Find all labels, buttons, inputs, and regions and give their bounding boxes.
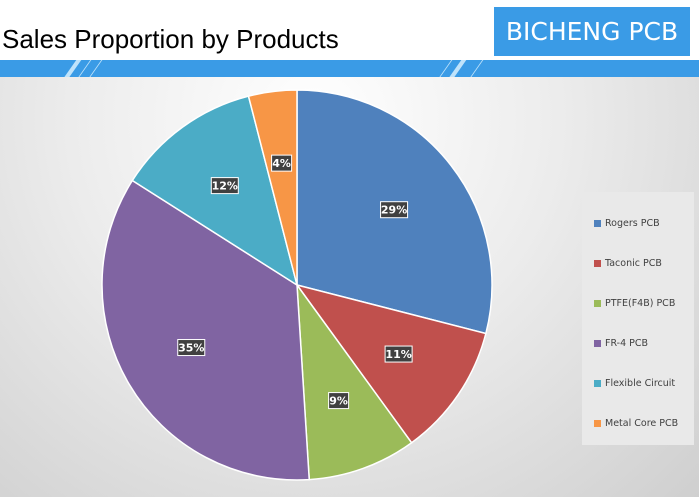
legend-label: FR-4 PCB [605,338,649,349]
svg-text:35%: 35% [178,342,204,355]
data-label: 9% [328,392,350,410]
legend-swatch [594,380,601,387]
data-label: 12% [210,177,239,195]
legend-label: Taconic PCB [605,258,662,269]
pie-slice-fr-4-pcb [101,179,311,481]
legend-label: PTFE(F4B) PCB [605,298,676,309]
legend-item: Rogers PCB [594,218,660,229]
legend-label: Metal Core PCB [605,418,679,429]
data-label: 11% [384,345,413,363]
data-label: 4% [271,154,293,172]
legend-item: PTFE(F4B) PCB [594,298,675,309]
pie-slice-ptfe-f4b-pcb [296,282,413,481]
legend-item: Metal Core PCB [594,418,678,429]
legend-swatch [594,420,601,427]
pie-slice-taconic-pcb [295,283,487,444]
legend-item: Taconic PCB [594,258,662,269]
legend-label: Flexible Circuit [605,378,676,389]
data-label: 35% [177,339,206,357]
page-title: Sales Proportion by Products [2,24,339,54]
legend: Rogers PCB Taconic PCB PTFE(F4B) PCB FR-4 P… [582,192,694,445]
svg-text:29%: 29% [381,204,407,217]
legend-label: Rogers PCB [605,218,660,229]
brand-logo: BICHENG PCB [494,7,690,56]
legend-swatch [594,340,601,347]
svg-text:11%: 11% [385,348,411,361]
legend-swatch [594,220,601,227]
legend-swatch [594,300,601,307]
svg-text:12%: 12% [212,180,238,193]
legend-swatch [594,260,601,267]
legend-item: FR-4 PCB [594,338,648,349]
svg-text:4%: 4% [272,157,291,170]
pie-slice-metal-core-pcb [247,89,298,286]
legend-item: Flexible Circuit [594,378,675,389]
svg-text:9%: 9% [329,395,348,408]
data-label: 29% [380,201,409,219]
header-band [0,60,699,77]
